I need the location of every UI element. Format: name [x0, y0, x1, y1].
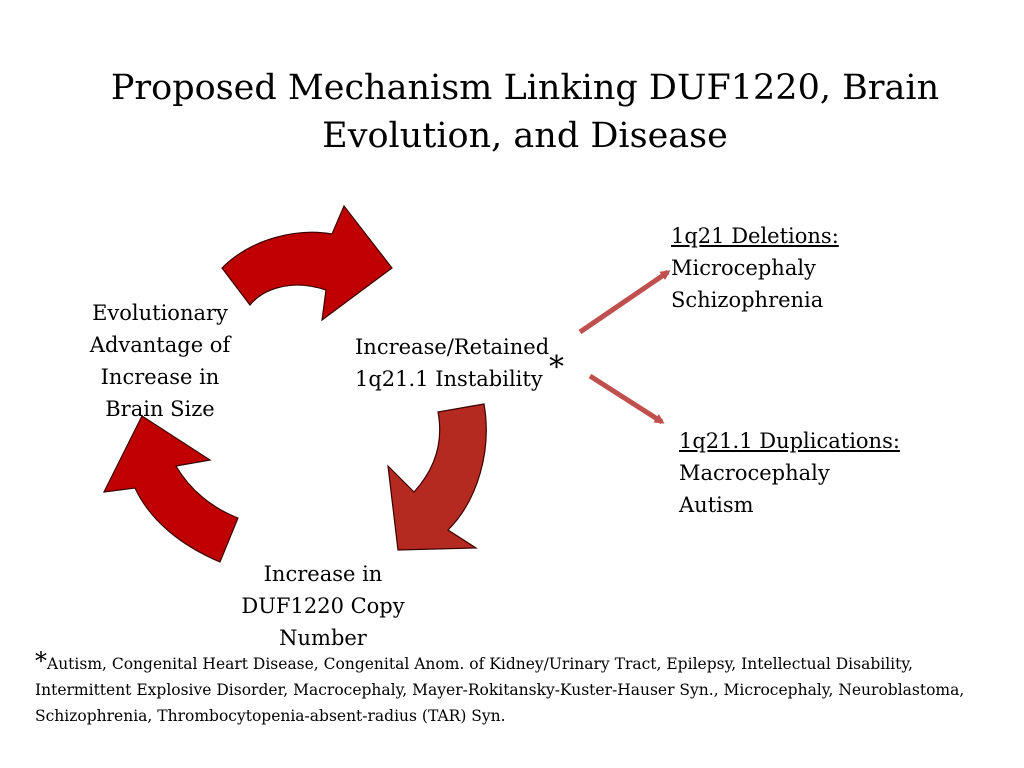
node-evolutionary-advantage: Evolutionary Advantage of Increase in Br… — [72, 297, 248, 425]
node-line: Evolutionary — [92, 301, 228, 325]
cycle-arrow-left — [102, 415, 239, 563]
node-line: Number — [279, 626, 367, 650]
node-line: Brain Size — [105, 397, 215, 421]
deletions-heading: 1q21 Deletions: — [671, 224, 839, 248]
node-line: Advantage of — [89, 333, 231, 357]
asterisk-mark: * — [549, 350, 564, 385]
cycle-arrow-top — [221, 204, 393, 322]
slide-title: Proposed Mechanism Linking DUF1220, Brai… — [110, 68, 940, 156]
node-line: 1q21.1 Instability — [355, 367, 543, 391]
footnote-text: Autism, Congenital Heart Disease, Congen… — [35, 655, 965, 725]
deletions-item: Microcephaly — [671, 256, 816, 280]
deletions-item: Schizophrenia — [671, 288, 824, 312]
duplications-item: Macrocephaly — [679, 461, 830, 485]
footnote: *Autism, Congenital Heart Disease, Conge… — [35, 648, 1010, 729]
node-line: Increase in — [100, 365, 220, 389]
node-line: DUF1220 Copy — [241, 594, 405, 618]
deletions-outcome: 1q21 Deletions: Microcephaly Schizophren… — [671, 220, 911, 316]
branch-arrow-duplications — [588, 373, 665, 425]
footnote-marker: * — [35, 647, 47, 675]
node-instability: Increase/Retained 1q21.1 Instability — [355, 331, 555, 395]
node-line: Increase/Retained — [355, 335, 550, 359]
cycle-arrow-right — [387, 403, 487, 551]
duplications-item: Autism — [679, 493, 754, 517]
node-copy-number: Increase in DUF1220 Copy Number — [228, 558, 418, 654]
node-line: Increase in — [263, 562, 383, 586]
branch-arrow-deletions — [578, 269, 671, 335]
duplications-heading: 1q21.1 Duplications: — [679, 429, 900, 453]
duplications-outcome: 1q21.1 Duplications: Macrocephaly Autism — [679, 425, 939, 521]
